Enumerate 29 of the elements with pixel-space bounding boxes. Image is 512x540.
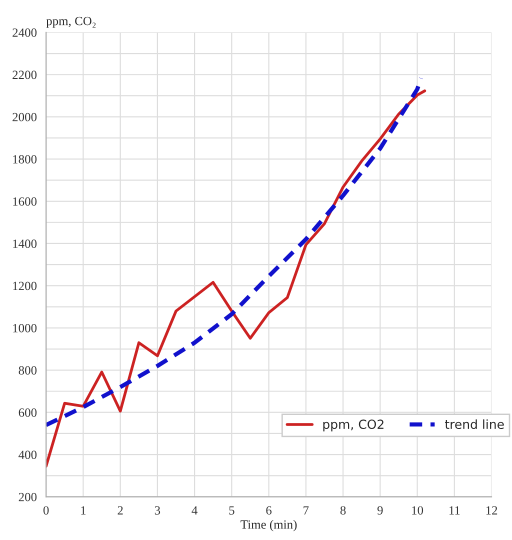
y-tick-label: 1200 (13, 282, 37, 290)
legend-label: trend line (445, 419, 504, 430)
x-tick-label: 8 (340, 506, 346, 515)
x-tick-label: 10 (412, 506, 424, 515)
x-tick-label: 2 (118, 506, 123, 514)
x-tick-label: 12 (486, 506, 498, 514)
y-tick-label: 2400 (12, 28, 37, 37)
y-tick-label: 1000 (13, 324, 37, 332)
y-axis-title: ppm, CO₂ (46, 16, 96, 28)
x-tick-label: 11 (449, 506, 460, 514)
legend-label: ppm, CO2 (323, 420, 384, 432)
x-tick-label: 4 (192, 506, 198, 514)
x-tick-label: 7 (304, 506, 309, 514)
x-tick-label: 9 (377, 506, 383, 515)
x-tick-label: 1 (81, 506, 86, 514)
y-tick-label: 400 (18, 450, 37, 460)
y-tick-label: 2000 (12, 112, 37, 122)
y-tick-label: 200 (18, 492, 37, 502)
x-axis-title: Time (min) (240, 520, 297, 532)
x-tick-label: 6 (266, 506, 272, 515)
y-tick-label: 1800 (13, 155, 37, 164)
y-tick-label: 1400 (13, 240, 37, 248)
y-tick-label: 600 (18, 408, 37, 417)
x-tick-label: 3 (154, 506, 160, 515)
y-tick-label: 1600 (13, 197, 37, 206)
x-tick-label: 0 (43, 506, 49, 515)
x-tick-label: 5 (229, 506, 234, 515)
y-tick-label: 2200 (12, 70, 37, 80)
y-tick-label: 800 (18, 366, 37, 375)
